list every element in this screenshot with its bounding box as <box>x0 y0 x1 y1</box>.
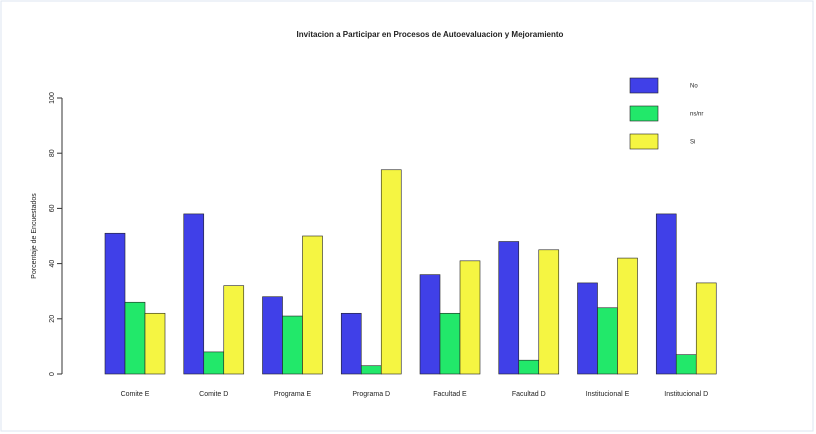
legend-swatch <box>629 105 659 122</box>
legend-label: ns/nr <box>690 112 703 118</box>
bar <box>498 241 520 375</box>
legend-swatch <box>629 77 659 94</box>
x-tick-label: Comite D <box>199 391 228 398</box>
y-tick-label: 0 <box>49 372 56 376</box>
bar <box>695 282 717 375</box>
x-tick-label: Institucional D <box>664 391 708 398</box>
x-tick-label: Institucional E <box>586 391 630 398</box>
bar <box>597 307 618 375</box>
bar <box>203 351 225 375</box>
bar <box>675 354 697 375</box>
bar <box>380 169 402 375</box>
bar <box>144 312 166 375</box>
bar <box>360 365 382 375</box>
y-tick-label: 20 <box>49 315 56 323</box>
bar <box>340 312 362 375</box>
x-tick-label: Facultad E <box>433 391 467 398</box>
bar <box>104 232 126 375</box>
y-tick-label: 40 <box>49 260 56 268</box>
x-tick-label: Comite E <box>121 391 150 398</box>
bar <box>459 260 481 375</box>
bar <box>538 249 560 375</box>
x-tick-label: Programa D <box>352 391 390 398</box>
legend-label: No <box>690 84 698 90</box>
bar <box>655 213 677 375</box>
bar <box>223 285 245 375</box>
bar <box>577 282 598 375</box>
bar <box>439 312 461 375</box>
bar <box>282 315 303 375</box>
y-tick-label: 80 <box>49 149 56 157</box>
y-tick-label: 100 <box>49 92 56 104</box>
x-tick-label: Programa E <box>274 391 312 398</box>
x-tick-label: Facultad D <box>512 391 546 398</box>
bar <box>183 213 205 375</box>
bar <box>124 301 146 375</box>
legend-swatch <box>629 133 659 150</box>
y-tick-label: 60 <box>49 204 56 212</box>
bar <box>262 296 283 375</box>
bar <box>617 257 638 375</box>
bar <box>302 235 323 375</box>
bar <box>419 274 441 375</box>
legend-label: Si <box>690 140 695 146</box>
bar <box>518 359 540 375</box>
chart-title: Invitacion a Participar en Procesos de A… <box>297 30 564 39</box>
y-axis-label: Porcentaje de Encuestados <box>31 193 38 279</box>
